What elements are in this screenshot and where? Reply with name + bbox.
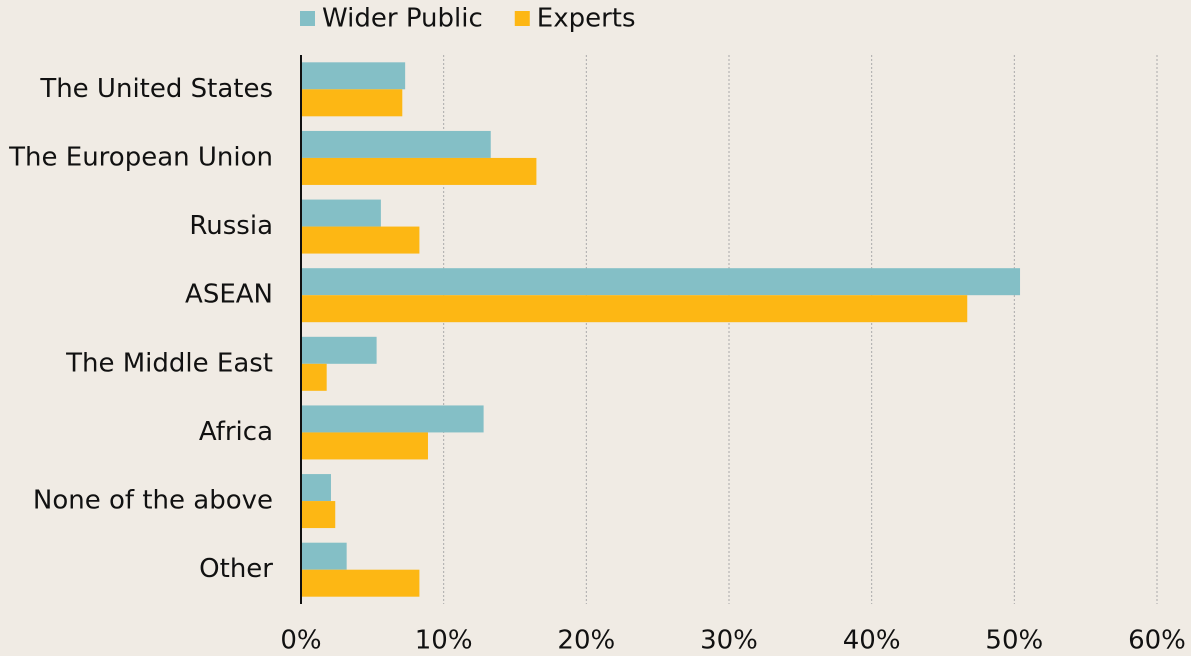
x-tick-label: 40% [843,626,901,656]
y-tick-label: Africa [199,417,273,447]
bar [301,432,428,460]
bar [301,405,484,433]
bar [301,199,381,227]
x-tick-label: 20% [557,626,615,656]
y-tick-label: The Middle East [65,348,273,378]
x-tick-label: 0% [280,626,321,656]
legend-swatch [300,11,315,26]
bar [301,226,420,254]
bar [301,363,327,391]
bar [301,336,377,364]
bar [301,130,491,158]
y-tick-label: The European Union [8,142,273,172]
legend-label: Wider Public [322,4,483,34]
bar [301,501,336,529]
x-tick-label: 50% [985,626,1043,656]
bar [301,474,331,502]
bar [301,542,347,570]
y-tick-label: None of the above [33,486,273,516]
bar [301,268,1021,296]
legend-swatch [514,11,530,26]
legend-label: Experts [537,4,636,34]
x-tick-label: 10% [415,626,473,656]
y-tick-label: ASEAN [185,280,273,310]
x-tick-label: 30% [700,626,758,656]
x-tick-label: 60% [1128,626,1186,656]
y-tick-label: Russia [189,211,273,241]
y-tick-label: The United States [39,74,273,104]
bar [301,295,968,323]
y-tick-label: Other [199,554,273,584]
bar [301,157,537,185]
bar [301,569,420,597]
bar [301,62,406,90]
bar [301,89,403,117]
